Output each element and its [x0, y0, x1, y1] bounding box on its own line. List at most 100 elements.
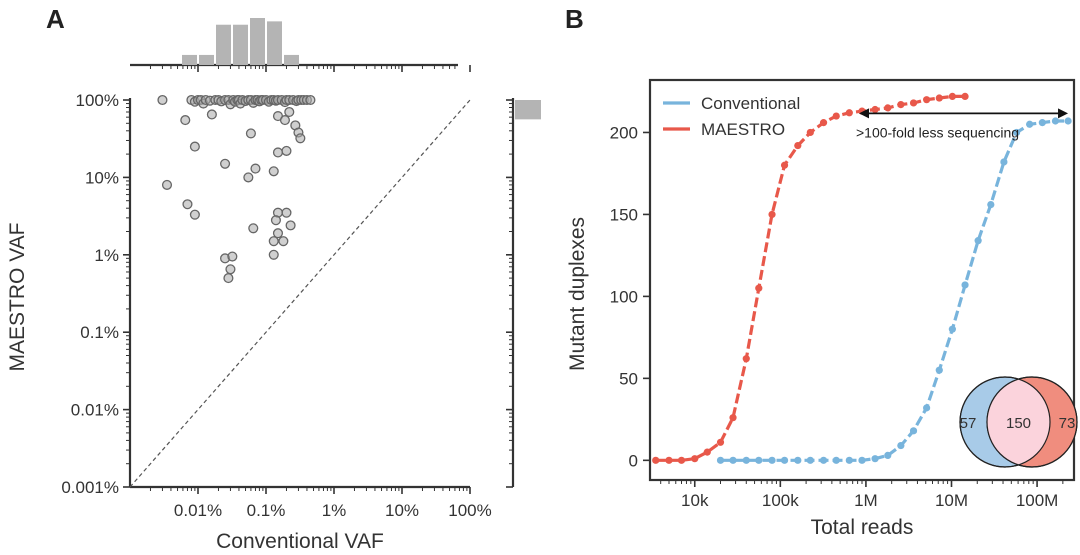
b-series-point-conventional: [923, 404, 931, 412]
panel-label-a: A: [46, 4, 65, 34]
a-top-hist-bar: [216, 24, 231, 65]
b-series-point-conventional: [987, 200, 995, 209]
b-series-point-maestro: [794, 141, 802, 150]
a-x-tick-label: 0.1%: [247, 501, 286, 520]
a-y-tick-label: 0.001%: [61, 478, 119, 497]
b-series-point-maestro: [665, 456, 673, 464]
a-scatter-point: [268, 166, 279, 177]
a-scatter-point: [268, 249, 279, 260]
b-series-point-conventional: [935, 366, 943, 374]
a-scatter-point: [220, 158, 231, 169]
b-x-axis-title: Total reads: [811, 516, 914, 539]
b-series-point-maestro: [909, 99, 918, 107]
a-identity-line: [129, 99, 471, 488]
a-y-tick-label: 10%: [85, 168, 119, 187]
b-series-point-maestro: [948, 92, 956, 100]
b-series-point-conventional: [974, 237, 982, 245]
a-scatter-point: [227, 251, 238, 262]
b-series-point-conventional: [768, 456, 776, 464]
a-scatter-point: [281, 145, 292, 156]
b-x-tick-label: 100M: [1016, 491, 1059, 510]
b-series-point-conventional: [845, 456, 853, 464]
a-scatter-point: [250, 163, 261, 174]
b-series-line-maestro: [655, 94, 966, 462]
b-series-point-maestro: [897, 100, 905, 109]
a-scatter-point: [243, 172, 254, 183]
a-x-axis-title: Conventional VAF: [216, 530, 384, 553]
b-series-point-maestro: [935, 94, 943, 102]
b-series-point-conventional: [742, 456, 750, 464]
b-legend: Conventional MAESTRO: [663, 94, 800, 139]
b-series-point-conventional: [832, 456, 840, 464]
b-series-point-maestro: [819, 119, 828, 127]
b-venn-left-outline: [959, 376, 1051, 468]
a-scatter-point: [206, 109, 217, 120]
b-series-point-conventional: [1038, 119, 1046, 127]
a-top-hist-bar: [233, 24, 248, 65]
a-top-marginal-histogram: [130, 18, 471, 72]
b-series-point-maestro: [780, 161, 789, 169]
b-series-point-conventional: [780, 456, 789, 464]
a-scatter-point: [270, 215, 281, 226]
a-y-tick-label: 100%: [76, 91, 119, 110]
b-series-point-conventional: [1064, 117, 1072, 125]
a-scatter-point: [295, 133, 306, 144]
b-annotation: >100-fold less sequencing: [856, 108, 1069, 140]
b-series-point-conventional: [948, 325, 956, 333]
b-series-point-conventional: [806, 456, 814, 464]
b-series-point-maestro: [729, 414, 737, 422]
a-top-hist-bar: [182, 54, 197, 65]
b-series-point-maestro: [806, 128, 814, 137]
a-scatter-point: [223, 273, 234, 284]
a-scatter-point: [189, 141, 200, 152]
a-scatter-point: [272, 228, 284, 239]
a-x-tick-label: 10%: [385, 501, 419, 520]
a-right-marginal-histogram: [506, 98, 541, 488]
a-scatter-points: [157, 94, 316, 284]
b-series-point-maestro: [703, 448, 711, 456]
a-x-tick-label: 0.01%: [174, 501, 222, 520]
a-scatter-point: [305, 94, 316, 106]
a-top-hist-bar: [267, 21, 282, 65]
a-x-tick-label: 100%: [448, 501, 491, 520]
b-series-point-conventional: [1000, 158, 1008, 166]
b-y-tick-label: 150: [610, 205, 638, 224]
a-scatter-point: [284, 106, 295, 118]
a-scatter-point: [272, 147, 284, 158]
b-series-point-maestro: [832, 112, 840, 120]
b-series-line-conventional: [720, 119, 1069, 462]
b-y-axis-title: Mutant duplexes: [566, 217, 589, 371]
a-x-tick-label: 1%: [322, 501, 347, 520]
a-top-hist-bar: [284, 54, 299, 65]
b-series-point-conventional: [1051, 117, 1060, 125]
b-legend-label: MAESTRO: [701, 120, 785, 139]
b-venn-left-count: 57: [960, 415, 977, 432]
b-venn-right-outline: [986, 376, 1078, 468]
b-x-tick-label: 1M: [854, 491, 878, 510]
b-series-point-maestro: [755, 284, 763, 292]
a-scatter-point: [189, 209, 200, 220]
b-venn-diagram: 57 150 73: [959, 376, 1078, 468]
b-series-point-conventional: [755, 456, 763, 464]
b-series-point-conventional: [1026, 120, 1034, 128]
a-scatter-point: [182, 199, 193, 210]
b-x-tick-label: 10k: [681, 491, 709, 510]
a-y-tick-label: 0.01%: [71, 401, 119, 420]
b-series-point-maestro: [961, 92, 969, 100]
b-y-tick-label: 100: [610, 287, 638, 306]
b-axes: 10k 100k 1M 10M 100M 0 50 100 150 200: [610, 78, 1076, 510]
b-series-point-maestro: [691, 455, 699, 463]
a-scatter-point: [225, 264, 236, 275]
b-series-point-maestro: [871, 105, 879, 114]
b-series-point-maestro: [742, 355, 750, 363]
b-series-lines: [652, 92, 1072, 464]
a-scatter-point: [281, 207, 292, 218]
b-annotation-text: >100-fold less sequencing: [856, 124, 1019, 140]
b-series-point-maestro: [884, 104, 892, 112]
a-y-axis-title: MAESTRO VAF: [6, 223, 29, 372]
b-venn-overlap-count: 150: [1006, 415, 1031, 432]
b-x-tick-label: 10M: [935, 491, 968, 510]
a-y-tick-label: 0.1%: [80, 323, 119, 342]
b-x-tick-label: 100k: [762, 491, 799, 510]
b-series-point-conventional: [1012, 128, 1021, 137]
